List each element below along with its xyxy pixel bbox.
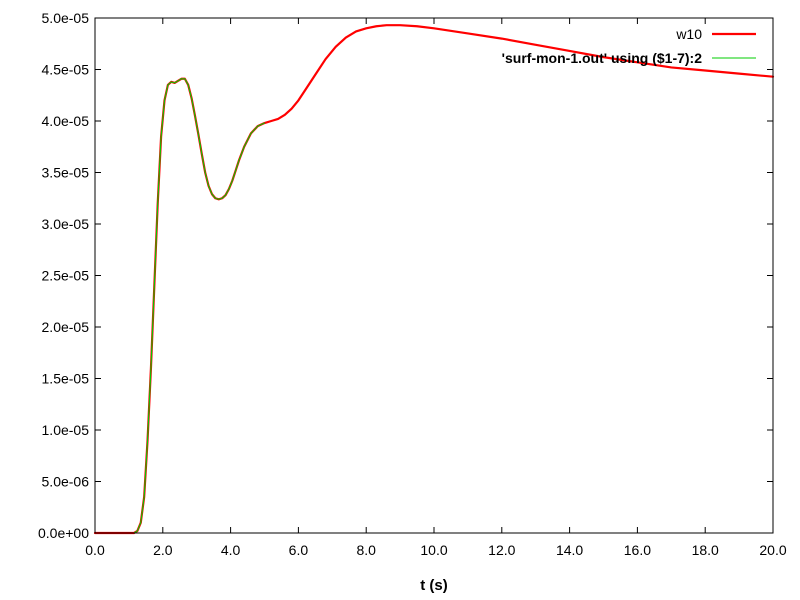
y-tick-label: 4.5e-05 <box>42 62 90 78</box>
x-tick-label: 4.0 <box>221 542 241 558</box>
legend: w10 'surf-mon-1.out' using ($1-7):2 <box>502 26 756 66</box>
y-tick-label: 1.5e-05 <box>42 371 90 387</box>
x-tick-label: 18.0 <box>692 542 719 558</box>
series-line-1 <box>94 78 266 534</box>
legend-label-0: w10 <box>675 26 702 42</box>
y-tick-label: 5.0e-06 <box>42 474 90 490</box>
x-tick-label: 12.0 <box>488 542 515 558</box>
y-tick-label: 3.5e-05 <box>42 165 90 181</box>
plot-frame <box>94 17 774 534</box>
y-tick-label: 0.0e+00 <box>38 525 89 541</box>
x-axis-label: t (s) <box>420 577 448 594</box>
y-tick-label: 2.5e-05 <box>42 268 90 284</box>
x-tick-label: 6.0 <box>289 542 309 558</box>
y-tick-label: 1.0e-05 <box>42 422 90 438</box>
legend-label-1: 'surf-mon-1.out' using ($1-7):2 <box>502 50 703 66</box>
x-axis: 0.0 2.0 4.0 6.0 8.0 10.0 12.0 14.0 16.0 18.0 20.0 <box>85 18 787 558</box>
x-tick-label: 20.0 <box>759 542 786 558</box>
x-tick-label: 2.0 <box>153 542 173 558</box>
y-tick-label: 3.0e-05 <box>42 216 90 232</box>
x-tick-label: 16.0 <box>624 542 651 558</box>
series-line-0 <box>93 24 775 535</box>
y-tick-label: 4.0e-05 <box>42 113 90 129</box>
y-tick-label: 2.0e-05 <box>42 319 90 335</box>
x-tick-label: 14.0 <box>556 542 583 558</box>
x-tick-label: 10.0 <box>420 542 447 558</box>
y-axis: 0.0e+00 5.0e-06 1.0e-05 1.5e-05 2.0e-05 2.5e-… <box>38 10 773 541</box>
x-tick-label: 0.0 <box>85 542 105 558</box>
series-group <box>93 24 775 535</box>
y-tick-label: 5.0e-05 <box>42 10 90 26</box>
x-tick-label: 8.0 <box>356 542 376 558</box>
